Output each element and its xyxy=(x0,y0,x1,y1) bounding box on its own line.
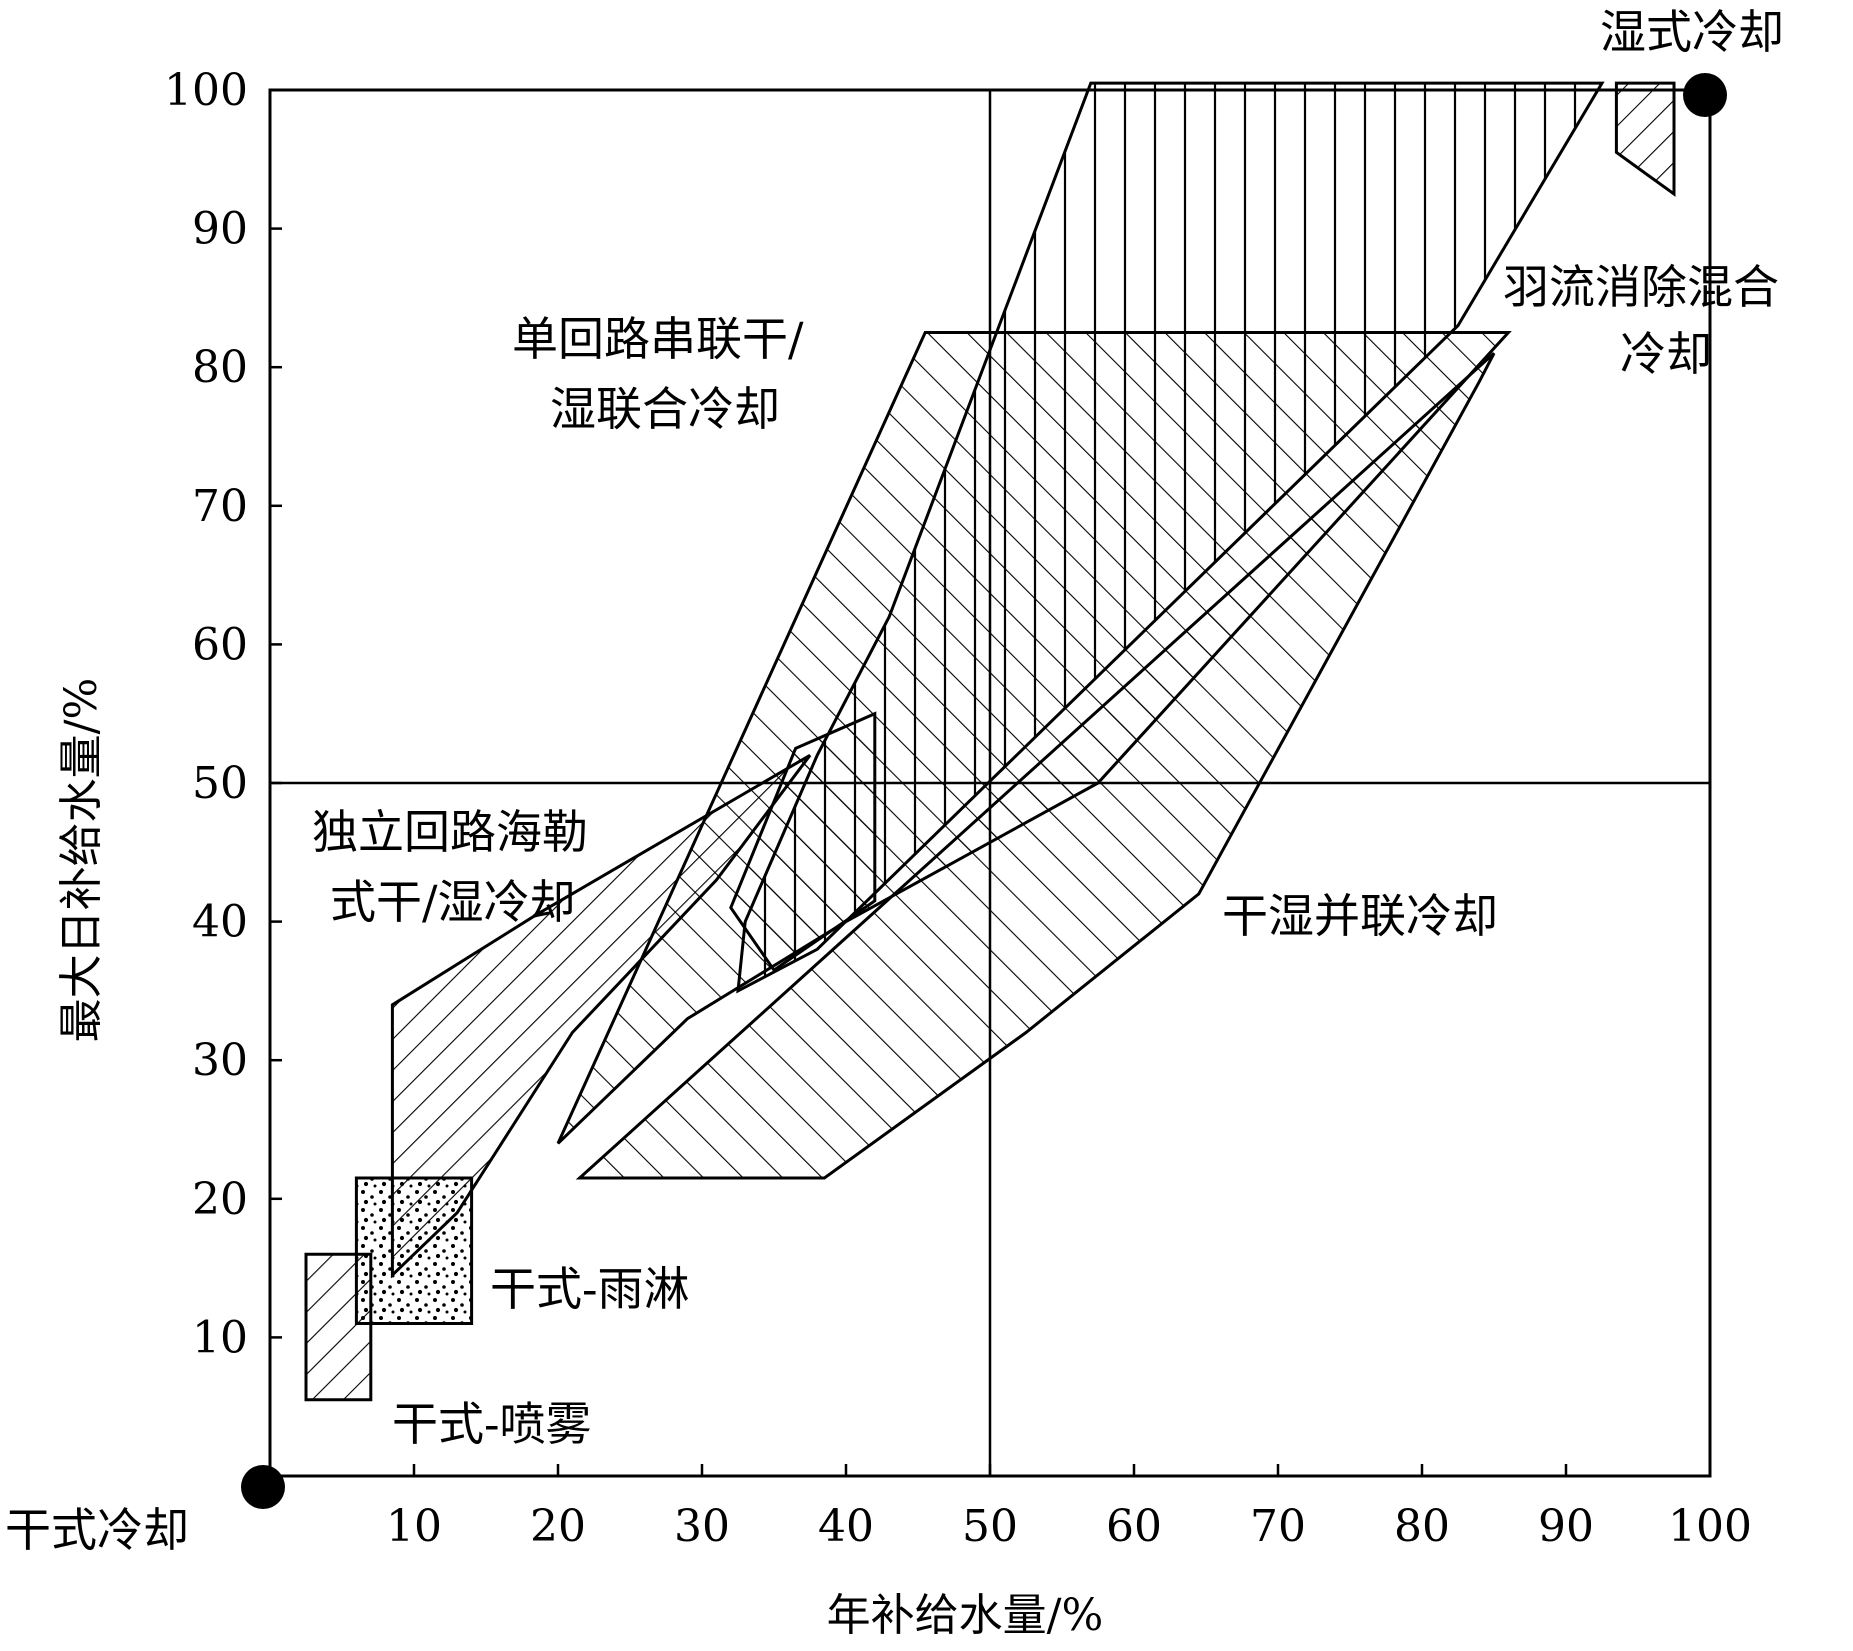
x-tick-label-50: 50 xyxy=(962,1501,1018,1552)
y-tick-label-90: 90 xyxy=(192,204,248,255)
x-axis-title: 年补给水量/% xyxy=(827,1590,1104,1641)
plume-label-line1: 羽流消除混合 xyxy=(1503,260,1779,314)
y-tick-label-80: 80 xyxy=(192,342,248,393)
x-tick-label-30: 30 xyxy=(674,1501,730,1552)
spray-label: 干式-喷雾 xyxy=(392,1397,592,1451)
x-tick-label-10: 10 xyxy=(386,1501,442,1552)
plot-frame xyxy=(268,88,1712,1478)
y-tick-label-20: 20 xyxy=(192,1174,248,1225)
y-tick-label-10: 10 xyxy=(192,1312,248,1363)
ticks-layer xyxy=(270,88,1712,1476)
y-tick-label-40: 40 xyxy=(192,897,248,948)
region-6 xyxy=(575,352,1496,1180)
y-tick-label-100: 100 xyxy=(164,65,248,116)
wet-endpoint-marker xyxy=(1683,73,1727,117)
y-tick-label-70: 70 xyxy=(192,481,248,532)
series-label-line1: 单回路串联干/ xyxy=(512,312,804,366)
tick-labels-layer: 10 20 30 40 50 60 70 80 90 100 10 20 30 40 50 60 70 80 90 1… xyxy=(164,65,1752,1552)
heller-label-line2: 式干/湿冷却 xyxy=(330,875,576,929)
heller-label-line1: 独立回路海勒 xyxy=(312,805,588,859)
x-tick-label-70: 70 xyxy=(1250,1501,1306,1552)
plume-label-line2: 冷却 xyxy=(1620,327,1712,381)
regions-layer xyxy=(304,81,1676,1402)
y-axis-title: 最大日补给水量/% xyxy=(56,678,107,1043)
y-tick-label-30: 30 xyxy=(192,1035,248,1086)
x-tick-label-40: 40 xyxy=(818,1501,874,1552)
region-7 xyxy=(736,81,1605,994)
parallel-label: 干湿并联冷却 xyxy=(1222,889,1498,943)
wet-cooling-label: 湿式冷却 xyxy=(1600,5,1784,59)
region-8 xyxy=(1614,81,1676,197)
dry-endpoint-marker xyxy=(241,1465,285,1509)
region-1 xyxy=(304,1252,373,1402)
y-tick-label-50: 50 xyxy=(192,758,248,809)
x-tick-label-60: 60 xyxy=(1106,1501,1162,1552)
y-tick-label-60: 60 xyxy=(192,619,248,670)
x-tick-label-100: 100 xyxy=(1668,1501,1752,1552)
series-label-line2: 湿联合冷却 xyxy=(550,382,780,436)
dry-cooling-label: 干式冷却 xyxy=(5,1503,189,1557)
rain-label: 干式-雨淋 xyxy=(490,1262,690,1316)
x-tick-label-80: 80 xyxy=(1394,1501,1450,1552)
x-tick-label-90: 90 xyxy=(1538,1501,1594,1552)
x-tick-label-20: 20 xyxy=(530,1501,586,1552)
